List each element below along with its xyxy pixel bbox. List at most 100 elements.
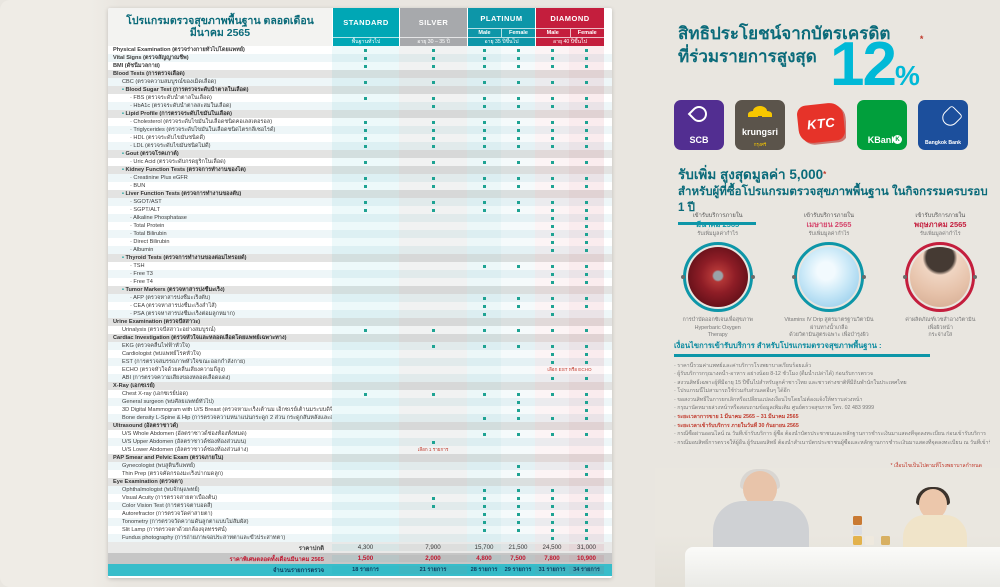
package-cell — [535, 414, 569, 422]
package-cell — [535, 166, 569, 174]
package-cell — [332, 398, 399, 406]
package-cell — [467, 406, 501, 414]
offer-image-face — [910, 247, 971, 307]
table-row: U/S Whole Abdomen (อัลตราซาวด์ช่องท้องทั… — [108, 430, 612, 438]
table-row: FBS (ตรวจระดับน้ำตาลในเลือด) — [108, 94, 612, 102]
gender-male: Male — [468, 28, 501, 37]
bank-logo-scb: SCB — [674, 100, 724, 150]
included-dot — [431, 504, 435, 508]
package-cell — [501, 494, 535, 502]
offer-period-label: เข้ารับบริการภายใน — [692, 213, 743, 219]
package-cell — [535, 310, 569, 318]
included-dot — [585, 104, 588, 108]
table-row: Gynecologist (พบสูตินรีแพทย์) — [108, 462, 612, 470]
column-age-range: อายุ 40 ปีขึ้นไป — [536, 37, 604, 46]
included-dot — [585, 504, 588, 508]
package-cell — [501, 294, 535, 302]
included-dot — [482, 328, 486, 332]
package-cell — [501, 470, 535, 478]
health-package-table: โปรแกรมตรวจสุขภาพพื้นฐาน ตลอดเดือนมีนาคม… — [108, 8, 612, 578]
table-title-cell: โปรแกรมตรวจสุขภาพพื้นฐาน ตลอดเดือนมีนาคม… — [108, 8, 332, 46]
package-cell — [501, 486, 535, 494]
included-dot — [585, 264, 588, 268]
included-dot — [364, 144, 367, 148]
included-dot — [585, 240, 588, 244]
row-label: TSH — [108, 262, 332, 270]
gender-male: Male — [536, 28, 570, 37]
package-cell — [569, 94, 604, 102]
package-cell — [569, 478, 604, 486]
table-section-row: Lipid Profile (การตรวจระดับไขมันในเลือด) — [108, 110, 612, 118]
package-cell — [332, 326, 399, 334]
package-cell — [332, 246, 399, 254]
included-dot — [550, 416, 554, 420]
table-section-row: Cardiac Investigation (ตรวจหัวใจและหลอดเ… — [108, 334, 612, 342]
table-row: Vital Signs (ตรวจสัญญาณชีพ) — [108, 54, 612, 62]
package-cell — [535, 254, 569, 262]
package-cell — [467, 150, 501, 158]
package-cell — [501, 334, 535, 342]
table-header: โปรแกรมตรวจสุขภาพพื้นฐาน ตลอดเดือนมีนาคม… — [108, 8, 612, 46]
package-cell — [332, 78, 399, 86]
table-row: LDL (ตรวจระดับไขมันชนิดไม่ดี) — [108, 142, 612, 150]
table-row: Direct Bilirubin — [108, 238, 612, 246]
included-dot — [516, 136, 520, 140]
package-cell — [535, 294, 569, 302]
included-dot — [550, 56, 554, 60]
special-price-label: ราคาพิเศษตลอดทั้งเดือนมีนาคม 2565 — [229, 556, 324, 563]
included-dot — [431, 208, 435, 212]
package-cell — [535, 118, 569, 126]
package-cell — [399, 246, 467, 254]
included-dot — [516, 392, 520, 396]
included-dot — [585, 216, 588, 220]
table-row: U/S Lower Abdomen (อัลตราซาวด์ช่องท้องส่… — [108, 446, 612, 454]
table-row: SGOT/AST — [108, 198, 612, 206]
package-cell — [399, 462, 467, 470]
bank-logo-kbank: KBank K — [857, 100, 907, 150]
package-cell — [569, 286, 604, 294]
package-cell — [569, 238, 604, 246]
package-cell — [467, 238, 501, 246]
package-cell — [399, 166, 467, 174]
offer-bonus-label: รับเพิ่มมูลค่ากำไร — [919, 231, 961, 237]
package-cell — [501, 534, 535, 542]
package-cell — [569, 206, 604, 214]
included-dot — [364, 392, 367, 396]
package-cell — [569, 470, 604, 478]
package-cell — [467, 446, 501, 454]
package-cell — [467, 278, 501, 286]
table-row: Chest X-ray (เอกซเรย์ปอด) — [108, 390, 612, 398]
included-dot — [516, 128, 520, 132]
package-cell — [535, 214, 569, 222]
package-cell — [332, 462, 399, 470]
row-label: X-Ray (เอกซเรย์) — [113, 383, 155, 389]
included-dot — [364, 184, 367, 188]
package-cell — [399, 366, 467, 374]
included-dot — [431, 328, 435, 332]
item-count-label: จำนวนรายการตรวจ — [272, 568, 324, 574]
package-cell — [569, 390, 604, 398]
package-cell — [501, 310, 535, 318]
table-section-row: Blood Sugar Test (การตรวจระดับน้ำตาลในเล… — [108, 86, 612, 94]
package-cell — [501, 462, 535, 470]
package-cell — [501, 246, 535, 254]
package-cell — [467, 526, 501, 534]
included-dot — [516, 64, 520, 68]
package-cell — [332, 358, 399, 366]
included-dot — [431, 496, 435, 500]
package-cell — [569, 310, 604, 318]
gift-asterisk: * — [823, 170, 827, 179]
package-cell — [535, 358, 569, 366]
package-cell — [569, 486, 604, 494]
table-section-row: Kidney Function Tests (ตรวจการทำงานของไต… — [108, 166, 612, 174]
package-cell — [399, 350, 467, 358]
row-label: Tonometry (การตรวจวัดความดันลูกตาแบบไม่ส… — [122, 519, 249, 525]
package-cell — [332, 310, 399, 318]
included-dot — [585, 432, 588, 436]
package-cell — [332, 70, 399, 78]
included-dot — [550, 280, 554, 284]
package-cell — [467, 494, 501, 502]
package-cell — [467, 222, 501, 230]
offer-caption: การบำบัดออกซิเจนเพื่อสุขภาพ Hyperbaric Ox… — [682, 317, 752, 340]
package-cell — [332, 150, 399, 158]
